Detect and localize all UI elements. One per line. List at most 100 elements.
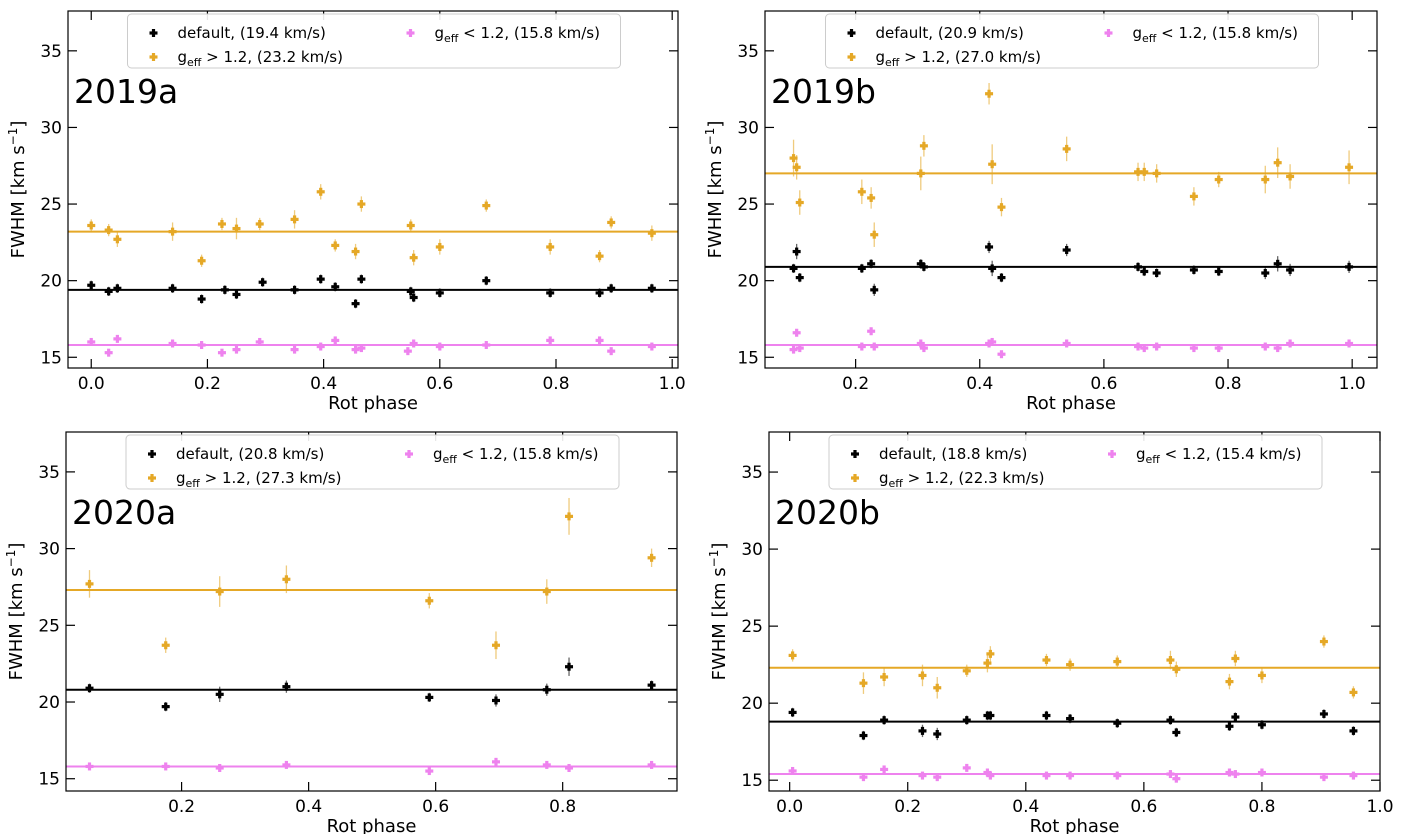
legend-label-2: geff < 1.2, (15.8 km/s)	[433, 445, 598, 466]
data-point	[1225, 768, 1234, 777]
data-point	[435, 342, 444, 351]
x-tick-label: 1.0	[1339, 374, 1366, 394]
series-0	[789, 240, 1354, 296]
data-point	[409, 293, 418, 302]
data-point	[880, 765, 889, 774]
x-tick-label: 0.4	[966, 374, 993, 394]
data-point	[1172, 728, 1181, 737]
data-point	[290, 215, 299, 224]
legend-marker-1	[847, 53, 856, 61]
data-point	[962, 666, 971, 675]
legend-label-1: geff > 1.2, (22.3 km/s)	[879, 469, 1044, 490]
x-axis-label: Rot phase	[1026, 393, 1116, 414]
y-tick-label: 15	[737, 348, 759, 368]
panel-label: 2019a	[74, 72, 178, 111]
legend: default, (18.8 km/s) geff > 1.2, (22.3 km…	[828, 434, 1323, 490]
legend: default, (20.9 km/s) geff > 1.2, (27.0 km…	[825, 13, 1319, 69]
plot-area	[66, 497, 677, 776]
data-point	[255, 219, 264, 228]
data-point	[933, 773, 942, 782]
data-point	[795, 344, 804, 353]
data-point	[331, 241, 340, 250]
axes-frame	[67, 10, 679, 369]
x-tick-label: 0.6	[1130, 797, 1157, 817]
data-point	[217, 348, 226, 357]
data-point	[542, 760, 551, 769]
data-point	[933, 683, 942, 692]
data-point	[1345, 163, 1354, 172]
data-point	[409, 339, 418, 348]
data-point	[997, 203, 1006, 212]
x-tick-label: 0.6	[1090, 374, 1117, 394]
data-point	[867, 259, 876, 268]
data-point	[232, 290, 241, 299]
series-2	[85, 757, 656, 776]
data-point	[403, 347, 412, 356]
data-point	[988, 160, 997, 169]
data-point	[161, 702, 170, 711]
data-point	[985, 242, 994, 251]
data-point	[113, 334, 122, 343]
data-point	[87, 281, 96, 290]
data-point	[1225, 722, 1234, 731]
data-point	[565, 763, 574, 772]
data-point	[232, 224, 241, 233]
data-point	[919, 344, 928, 353]
legend-label-1: geff > 1.2, (27.3 km/s)	[176, 469, 341, 490]
data-point	[1152, 169, 1161, 178]
data-point	[1152, 269, 1161, 278]
y-tick-label: 25	[40, 195, 62, 215]
series-0	[85, 657, 656, 712]
plot-area	[765, 83, 1377, 359]
data-point	[542, 587, 551, 596]
data-point	[1286, 172, 1295, 181]
data-point	[197, 256, 206, 265]
series-2	[788, 763, 1358, 783]
data-point	[1189, 265, 1198, 274]
data-point	[867, 327, 876, 336]
legend-label-0: default, (20.9 km/s)	[876, 24, 1024, 42]
data-point	[916, 169, 925, 178]
y-tick-label: 20	[737, 272, 759, 292]
data-point	[1062, 246, 1071, 255]
x-tick-label: 1.0	[1366, 797, 1393, 817]
data-point	[1166, 656, 1175, 665]
data-point	[161, 762, 170, 771]
x-tick-label: 0.8	[1215, 374, 1242, 394]
data-point	[1257, 671, 1266, 680]
data-point	[1349, 688, 1358, 697]
legend-label-0: default, (20.8 km/s)	[176, 445, 324, 463]
data-point	[595, 252, 604, 261]
data-point	[1134, 262, 1143, 271]
data-point	[565, 512, 574, 521]
data-point	[87, 337, 96, 346]
y-tick-label: 25	[741, 617, 763, 637]
data-point	[215, 763, 224, 772]
data-point	[85, 579, 94, 588]
x-tick-label: 0.2	[194, 374, 221, 394]
legend-marker-0	[148, 450, 156, 458]
data-point	[290, 285, 299, 294]
x-tick-label: 0.0	[776, 797, 803, 817]
data-point	[316, 275, 325, 284]
data-point	[1134, 342, 1143, 351]
data-point	[1261, 175, 1270, 184]
legend-marker-1	[851, 474, 859, 482]
data-point	[1140, 267, 1149, 276]
data-point	[482, 276, 491, 285]
panel-2020a: 0.2 0.4 0.6 0.8 15 20 25 30 35 Rot phase FWHM [km …	[4, 431, 678, 834]
data-point	[867, 193, 876, 202]
x-tick-label: 0.0	[78, 374, 105, 394]
plot-area	[68, 184, 678, 357]
y-tick-label: 20	[40, 272, 62, 292]
data-point	[425, 693, 434, 702]
data-point	[1273, 158, 1282, 167]
legend-label-1: geff > 1.2, (27.0 km/s)	[876, 48, 1041, 69]
data-point	[962, 763, 971, 772]
y-tick-label: 30	[40, 118, 62, 138]
data-point	[792, 247, 801, 256]
data-point	[919, 262, 928, 271]
y-tick-label: 25	[38, 616, 60, 636]
data-point	[792, 328, 801, 337]
